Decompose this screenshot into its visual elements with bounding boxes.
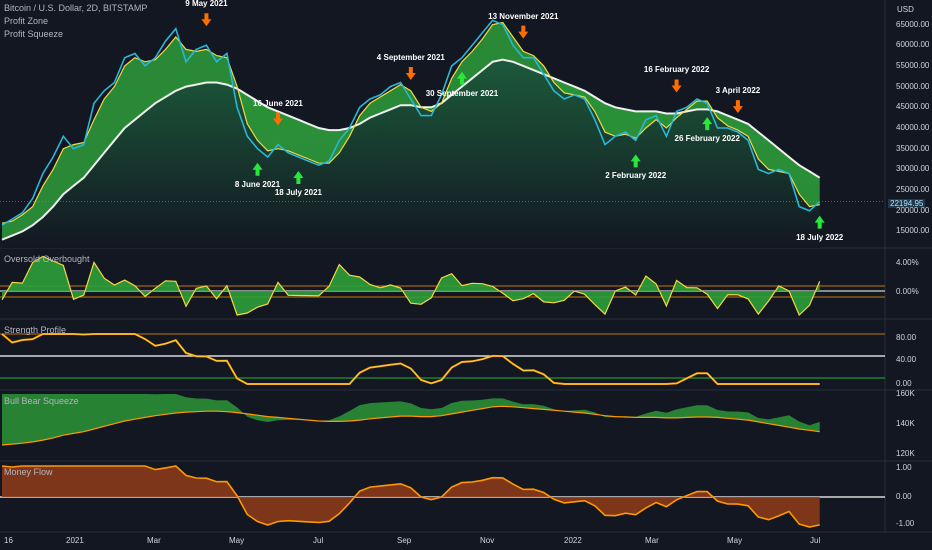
time-axis-tick: Jul <box>810 536 821 545</box>
time-axis-tick: 16 <box>4 536 13 545</box>
subpanel-axis-tick: 120K <box>896 449 915 458</box>
sell-arrow-icon <box>518 25 529 39</box>
sell-signal-label: 3 April 2022 <box>715 86 761 96</box>
buy-arrow-icon <box>630 154 641 168</box>
price-axis-tick: 65000.00 <box>896 19 930 29</box>
fast-ma-line <box>1 21 820 224</box>
panel-label-squeeze[interactable]: Bull Bear Squeeze <box>4 396 79 406</box>
sell-signal-label: 9 May 2021 <box>185 0 228 9</box>
time-axis-tick: Jul <box>313 536 324 545</box>
profit-squeeze-fill <box>2 22 820 240</box>
indicator-profit-zone[interactable]: Profit Zone <box>4 16 49 26</box>
money-flow-line <box>1 465 820 528</box>
oscillator-fill <box>2 256 820 315</box>
money-flow-fill <box>2 466 820 527</box>
subpanel-axis-tick: 0.00 <box>896 379 912 388</box>
oscillator-line <box>1 255 821 317</box>
buy-arrow-icon <box>814 215 825 229</box>
sell-arrow-icon <box>405 67 416 81</box>
subpanel-axis-tick: 1.00 <box>896 463 912 472</box>
price-axis-tick: 55000.00 <box>896 60 930 70</box>
sell-arrow-icon <box>201 13 212 27</box>
sell-arrow-icon <box>732 100 743 114</box>
sell-signal-label: 4 September 2021 <box>376 53 445 63</box>
sell-arrow-icon <box>671 79 682 93</box>
subpanel-axis-tick: 140K <box>896 419 915 428</box>
symbol-title[interactable]: Bitcoin / U.S. Dollar, 2D, BITSTAMP <box>4 3 148 13</box>
subpanel-axis-tick: 160K <box>896 389 915 398</box>
panel-label-oscillator[interactable]: Oversold Overbought <box>4 254 90 264</box>
buy-arrow-icon <box>252 162 263 176</box>
time-axis-tick: Nov <box>480 536 495 545</box>
indicator-profit-squeeze[interactable]: Profit Squeeze <box>4 29 64 39</box>
buy-arrow-icon <box>456 71 467 85</box>
price-axis-tick: 50000.00 <box>896 81 930 91</box>
time-axis-tick: Sep <box>397 536 412 545</box>
subpanel-axis-tick: 40.00 <box>896 355 917 364</box>
squeeze-fill <box>2 394 820 445</box>
buy-signal-label: 18 July 2021 <box>274 187 322 197</box>
price-axis-tick: 60000.00 <box>896 40 930 50</box>
price-axis-tick: 45000.00 <box>896 102 930 112</box>
time-axis-tick: 2022 <box>564 536 582 545</box>
buy-signal-label: 2 February 2022 <box>605 171 667 181</box>
currency-label: USD <box>897 5 914 14</box>
time-axis-tick: 2021 <box>66 536 84 545</box>
profit-zone-fill <box>2 59 820 249</box>
price-axis-tick: 35000.00 <box>896 143 930 153</box>
sell-signal-label: 16 June 2021 <box>253 98 303 108</box>
price-axis-tick: 20000.00 <box>896 205 930 215</box>
time-axis-tick: Mar <box>645 536 659 545</box>
squeeze-line <box>1 405 820 446</box>
buy-arrow-icon <box>293 170 304 184</box>
strength-line-b <box>1 333 820 385</box>
buy-signal-label: 30 September 2021 <box>425 88 499 98</box>
panel-label-money[interactable]: Money Flow <box>4 467 53 477</box>
buy-arrow-icon <box>702 117 713 131</box>
price-axis-tick: 25000.00 <box>896 185 930 195</box>
panel-label-strength[interactable]: Strength Profile <box>4 325 67 335</box>
current-price-tag: 22194.95 <box>888 199 926 208</box>
price-axis-tick: 30000.00 <box>896 164 930 174</box>
price-axis-tick: 40000.00 <box>896 123 930 132</box>
subpanel-axis-tick: 4.00% <box>896 258 919 267</box>
price-line <box>1 19 821 226</box>
buy-signal-label: 26 February 2022 <box>674 134 740 144</box>
time-axis-tick: May <box>727 536 743 545</box>
sell-signal-label: 16 February 2022 <box>643 65 710 75</box>
price-axis-tick: 15000.00 <box>896 226 930 236</box>
time-axis-tick: Mar <box>147 536 161 545</box>
subpanel-axis-tick: 80.00 <box>896 333 917 342</box>
strength-line-a <box>1 333 820 385</box>
subpanel-axis-tick: 0.00 <box>896 492 912 501</box>
sell-arrow-icon <box>272 112 283 126</box>
time-axis-tick: May <box>229 536 245 545</box>
subpanel-axis-tick: 0.00% <box>896 287 919 296</box>
buy-signal-label: 18 July 2022 <box>796 232 844 242</box>
sell-signal-label: 13 November 2021 <box>488 11 559 21</box>
buy-signal-label: 8 June 2021 <box>234 179 281 189</box>
subpanel-axis-tick: -1.00 <box>896 519 915 528</box>
